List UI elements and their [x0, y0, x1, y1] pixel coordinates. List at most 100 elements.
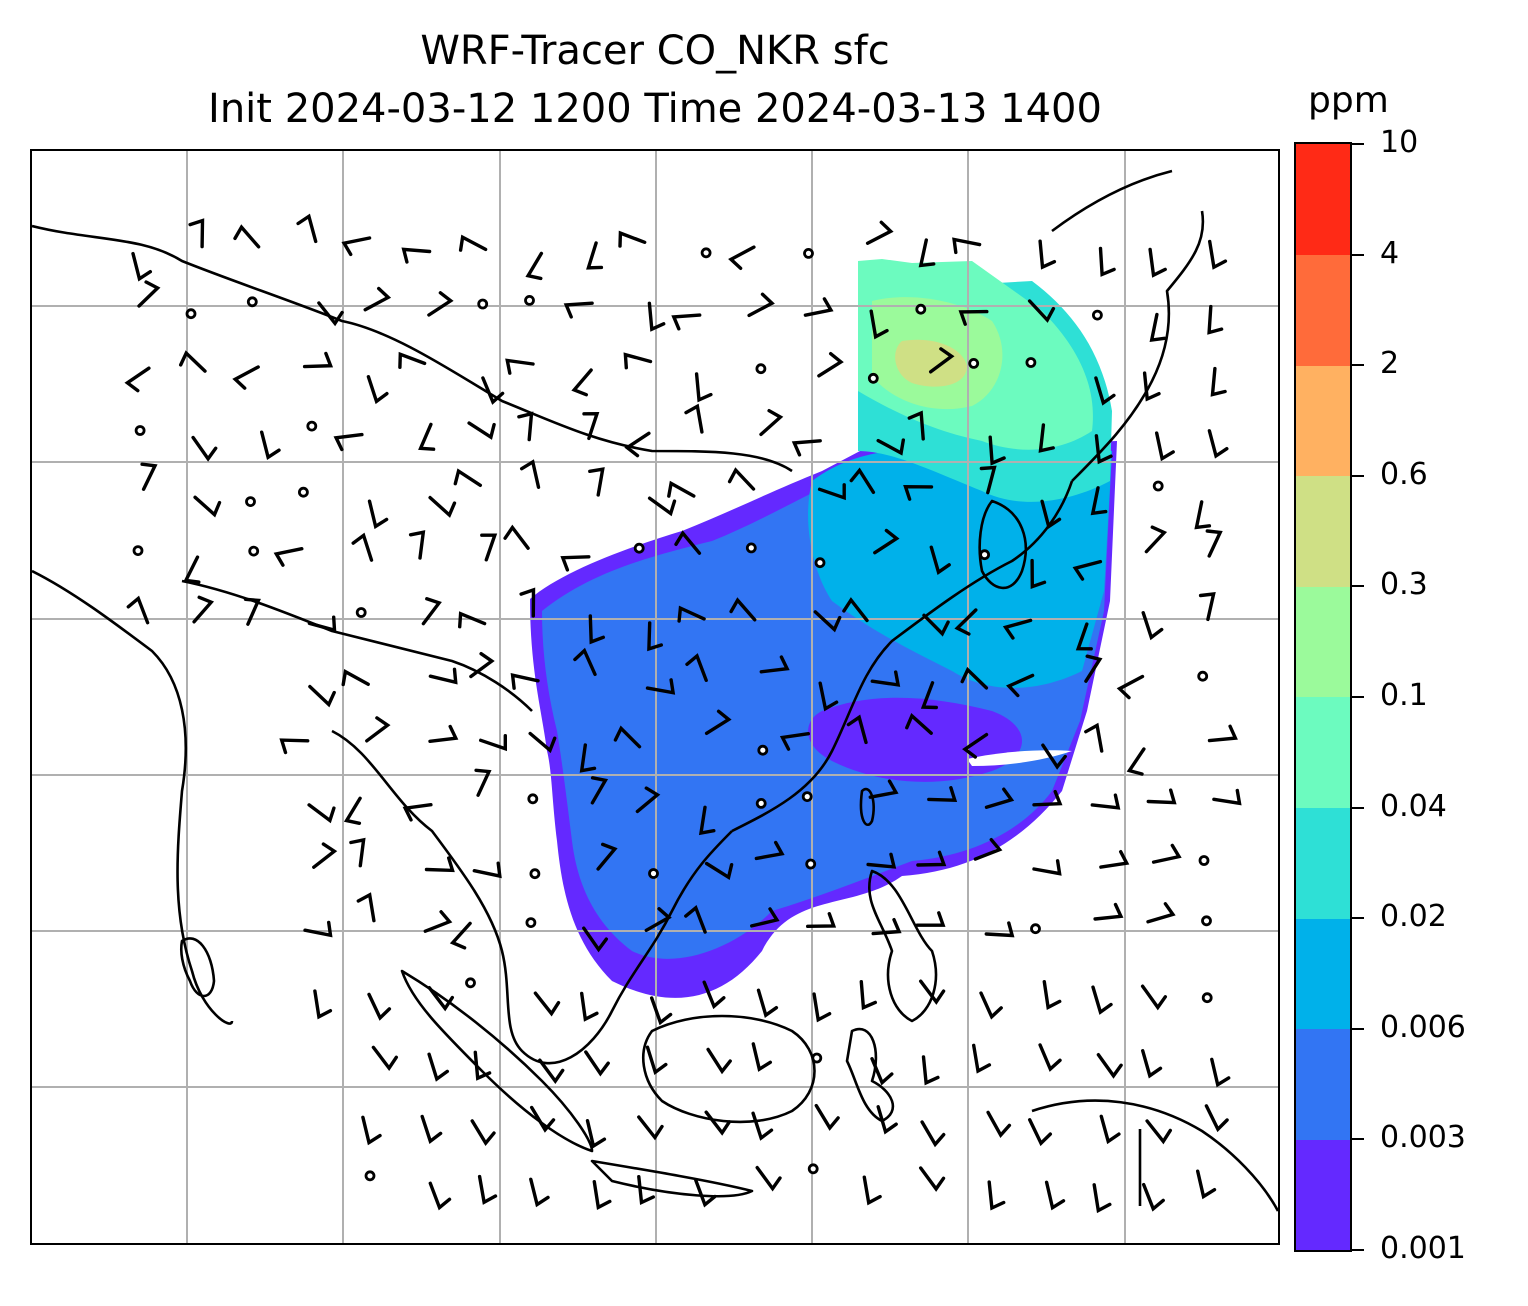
wind-barb-icon	[876, 1105, 898, 1135]
wind-barb-icon	[302, 351, 334, 369]
coastline-sri-lanka	[179, 937, 216, 998]
wind-barb-icon	[1207, 724, 1238, 743]
wind-barb-icon	[637, 1175, 655, 1206]
wind-barb-icon	[1141, 611, 1164, 641]
wind-barb-icon	[398, 351, 427, 369]
wind-barb-icon	[472, 861, 502, 879]
wind-barb-icon	[124, 366, 151, 393]
wind-barb-icon	[273, 547, 304, 567]
map-canvas	[32, 151, 1278, 1243]
wind-barb-icon	[477, 1174, 498, 1205]
wind-barb-icon	[1141, 1049, 1163, 1079]
wind-barb-icon	[418, 422, 436, 451]
wind-barb-icon	[702, 980, 726, 1010]
wind-barb-icon	[560, 555, 591, 572]
wind-barb-icon	[1032, 789, 1063, 807]
wind-barb-icon	[1099, 1114, 1121, 1145]
colorbar-segment-5	[1296, 586, 1350, 698]
wind-barb-icon	[592, 1180, 612, 1211]
coastline-sumatra	[400, 969, 594, 1153]
wind-barb-icon	[467, 421, 496, 440]
wind-barb-icon	[520, 459, 541, 489]
wind-barb-icon	[919, 979, 946, 1005]
wind-barb-icon	[685, 653, 708, 682]
colorbar-tick-label: 10	[1380, 125, 1419, 160]
calm-circle-icon	[968, 357, 980, 369]
wind-barb-icon	[580, 991, 599, 1022]
wind-barb-icon	[1149, 312, 1167, 342]
wind-barb-icon	[529, 1177, 550, 1208]
wind-barb-icon	[402, 803, 433, 822]
wind-barb-icon	[635, 786, 661, 814]
wind-barb-icon	[317, 301, 344, 327]
colorbar-tick	[1352, 143, 1364, 145]
wind-barb-icon	[351, 532, 374, 562]
wind-barb-icon	[563, 301, 594, 319]
wind-barb-icon	[510, 673, 540, 690]
wind-barb-icon	[927, 786, 958, 802]
wind-barb-icon	[1148, 247, 1167, 278]
colorbar-tick	[1352, 474, 1364, 477]
wind-barb-icon	[929, 347, 955, 374]
graticule	[32, 151, 1278, 1243]
calm-circle-icon	[246, 296, 258, 308]
calm-circle-icon	[814, 557, 826, 569]
wind-barb-icon	[972, 1043, 992, 1074]
calm-circle-icon	[979, 549, 990, 561]
wind-barb-icon	[586, 241, 604, 270]
wind-barb-icon	[637, 1115, 664, 1141]
wind-barb-icon	[1212, 788, 1242, 806]
calm-circle-icon	[807, 1163, 819, 1175]
wind-barb-icon	[618, 230, 647, 248]
coastline-philippines	[867, 869, 938, 1023]
colorbar-segment-6	[1296, 475, 1350, 587]
wind-barb-icon	[341, 669, 370, 687]
wind-barb-icon	[1208, 239, 1228, 270]
colorbar-tick-label: 0.003	[1380, 1120, 1466, 1156]
wind-barb-icon	[813, 610, 842, 633]
wind-barb-icon	[179, 350, 207, 373]
wind-barb-icon	[307, 615, 337, 633]
wind-barb-icon	[907, 410, 925, 441]
wind-barb-icon	[519, 587, 536, 618]
wind-barb-icon	[1096, 1053, 1123, 1079]
wind-barb-icon	[677, 605, 706, 623]
wind-barb-icon	[588, 467, 605, 497]
wind-barb-icon	[868, 779, 899, 799]
wind-barb-icon	[922, 613, 950, 637]
wind-barb-icon	[596, 842, 618, 871]
wind-barb-icon	[755, 1165, 782, 1192]
wind-barb-icon	[421, 597, 442, 626]
wind-barb-icon	[481, 376, 505, 405]
wind-barb-icon	[984, 921, 1015, 938]
wind-barb-icon	[312, 842, 338, 869]
wind-barb-icon	[1207, 429, 1229, 459]
calm-circle-icon	[1197, 670, 1209, 682]
wind-barb-icon	[530, 1105, 556, 1133]
plume-layer-0.6	[895, 339, 967, 387]
wind-barb-icon	[873, 528, 900, 555]
wind-barb-icon	[137, 280, 161, 308]
wind-barb-icon	[458, 234, 488, 252]
calm-circle-icon	[801, 791, 813, 802]
coastlines	[32, 169, 1278, 1212]
colorbar-tick-label: 0.001	[1380, 1231, 1466, 1266]
wind-barb-icon	[865, 220, 894, 245]
calm-circle-icon	[648, 868, 659, 879]
colorbar-segment-1	[1296, 1028, 1350, 1140]
wind-barb-icon	[1044, 1180, 1066, 1211]
colorbar-tick	[1352, 253, 1364, 256]
wind-barb-icon	[756, 988, 779, 1018]
wind-barb-icon	[1092, 1183, 1112, 1214]
wind-barb-icon	[727, 467, 756, 491]
wind-barb-icon	[1038, 1043, 1062, 1072]
colorbar-segment-2	[1296, 918, 1350, 1030]
wind-barb-icon	[579, 743, 597, 773]
wind-barb-icon	[987, 1180, 1006, 1211]
wind-barb-icon	[480, 533, 498, 562]
wind-barb-icon	[647, 621, 663, 652]
wind-barb-icon	[590, 776, 609, 805]
wind-barb-icon	[588, 614, 605, 645]
colorbar	[1294, 142, 1352, 1252]
wind-barb-icon	[525, 251, 544, 281]
